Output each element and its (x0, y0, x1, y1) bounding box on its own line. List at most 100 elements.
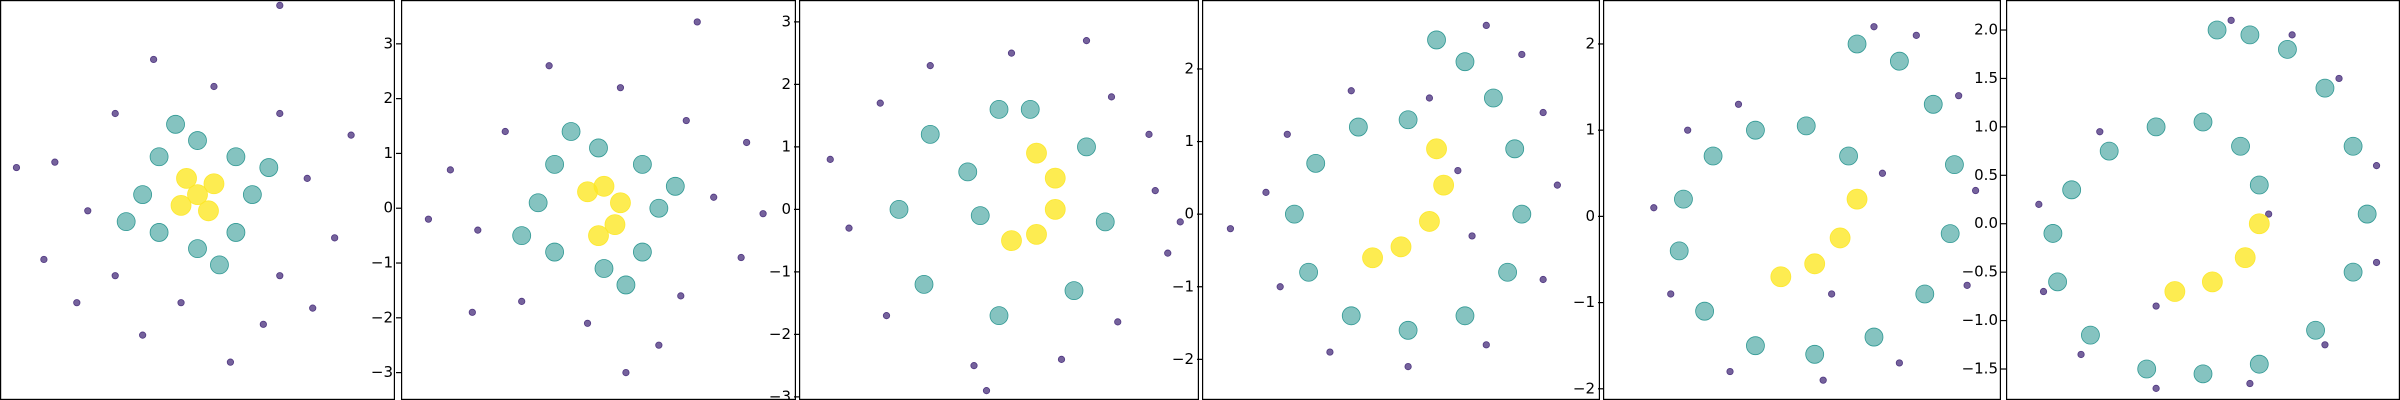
point (1955, 92, 1963, 100)
point (1362, 247, 1383, 269)
point (1674, 189, 1693, 209)
point (1482, 341, 1490, 349)
point (970, 206, 990, 226)
plot-area (2035, 16, 2381, 392)
point (1044, 167, 1066, 189)
point (594, 259, 614, 278)
y-tick-label: 0 (383, 199, 393, 217)
point (188, 131, 207, 150)
point (331, 234, 339, 242)
point (468, 308, 476, 316)
point (1398, 110, 1418, 130)
point (177, 299, 185, 307)
point (1326, 348, 1334, 356)
point (210, 82, 218, 91)
y-tick-label: −1.0 (1962, 311, 1998, 329)
point (1145, 130, 1153, 138)
y-tick-label: 1 (1184, 132, 1194, 150)
point (1404, 363, 1412, 371)
point (665, 176, 685, 196)
point (1940, 224, 1960, 244)
frame (1602, 0, 2001, 400)
point (2062, 180, 2082, 200)
plot-area (12, 1, 355, 366)
panel (0, 0, 395, 400)
point (1482, 21, 1490, 30)
point (1426, 138, 1447, 160)
point (1226, 225, 1235, 233)
point (1923, 94, 1943, 114)
panel-background (2006, 0, 2400, 400)
point (2315, 78, 2335, 98)
point (2152, 302, 2160, 310)
point (845, 224, 853, 232)
point (2372, 258, 2381, 267)
point (1498, 262, 1518, 282)
point (1483, 88, 1503, 108)
point (583, 319, 592, 327)
point (347, 131, 355, 139)
point (2343, 136, 2363, 156)
y-tick-label: 3 (781, 12, 791, 30)
y-tick-label: −1 (371, 254, 393, 272)
y-tick-label: 0 (1585, 207, 1595, 225)
point (2048, 272, 2067, 292)
point (1915, 284, 1935, 304)
point (2306, 320, 2325, 340)
point (2234, 247, 2256, 269)
point (1971, 186, 1980, 195)
point (1306, 153, 1326, 173)
y-tick-label: −2 (769, 325, 791, 343)
point (2035, 200, 2043, 208)
point (424, 215, 433, 223)
point (446, 166, 454, 174)
panel: −3 −2 −1 0 1 2 3 (371, 0, 796, 400)
point (1505, 139, 1525, 159)
y-tick-label: 2 (1585, 34, 1595, 52)
point (2081, 325, 2100, 345)
point (2240, 25, 2260, 45)
point (1455, 52, 1475, 72)
point (1746, 120, 1765, 140)
point (1695, 301, 1715, 321)
frame (2005, 0, 2400, 400)
point (150, 55, 158, 64)
point (1419, 211, 1440, 232)
point (198, 200, 219, 222)
point (2193, 364, 2213, 384)
point (632, 154, 652, 174)
plot-area (826, 37, 1184, 395)
point (1734, 100, 1743, 108)
point (2278, 39, 2297, 59)
point (1746, 336, 1765, 356)
panel: −1.5 −1.0 −0.5 0.0 0.5 1.0 1.5 2.0 (1962, 0, 2400, 400)
point (501, 127, 509, 136)
point (1454, 166, 1462, 175)
point (677, 292, 685, 300)
point (970, 362, 978, 370)
frame (1201, 0, 1600, 400)
point (1176, 218, 1184, 226)
point (226, 223, 246, 242)
panel: −3 −2 −1 0 1 2 3 (769, 0, 1199, 400)
point (889, 199, 909, 219)
point (276, 272, 284, 280)
point (2152, 384, 2160, 392)
point (1026, 223, 1047, 245)
point (920, 124, 940, 144)
point (2146, 117, 2166, 137)
y-tick-label: 2 (383, 89, 393, 107)
y-tick-label: −2 (1172, 350, 1194, 368)
point (1044, 198, 1066, 220)
point (604, 214, 626, 236)
y-tick-label: −1 (769, 262, 791, 280)
point (914, 274, 934, 294)
y-tick-label: −0.5 (1962, 263, 1998, 281)
point (1468, 232, 1476, 240)
point (1839, 146, 1858, 166)
point (1057, 355, 1066, 363)
panel: −2 −1 0 1 2 (1172, 0, 1600, 400)
point (1512, 204, 1532, 224)
